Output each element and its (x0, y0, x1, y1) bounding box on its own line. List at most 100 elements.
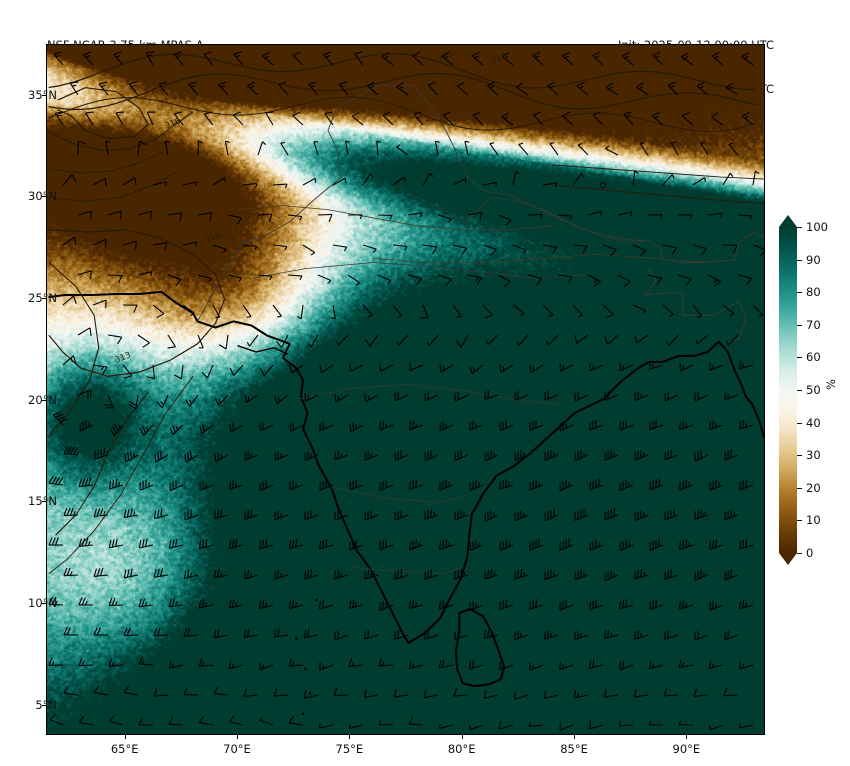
wind-barb (544, 390, 559, 401)
wind-barb (379, 479, 394, 491)
wind-barb (679, 600, 694, 610)
wind-barb (739, 599, 754, 610)
wind-barb (532, 111, 544, 126)
wind-barb (197, 334, 204, 349)
coastline-sri-lanka (454, 608, 506, 688)
wind-barb (634, 509, 649, 522)
wind-barb (434, 140, 440, 156)
wind-barb (677, 274, 692, 286)
wind-barb (272, 244, 288, 251)
wind-barb (528, 722, 544, 727)
wind-barb (85, 111, 94, 126)
wind-barb (725, 82, 739, 96)
wind-barb (529, 419, 544, 432)
wind-barb (652, 51, 664, 66)
wind-barb (573, 689, 589, 699)
wind-barb (62, 295, 77, 306)
wind-barb (604, 449, 619, 461)
wind-barb (483, 629, 499, 639)
wind-barb (469, 660, 484, 670)
wind-barb (562, 51, 574, 66)
wind-barb (559, 661, 574, 671)
wind-barb (139, 424, 154, 436)
wind-barb (113, 51, 124, 66)
wind-barb (182, 241, 198, 247)
wind-barb (123, 508, 139, 519)
wind-barb (307, 334, 319, 348)
wind-barb (412, 51, 424, 66)
wind-barb (529, 479, 544, 491)
wind-barb (362, 244, 377, 253)
wind-barb (396, 144, 409, 156)
wind-barb (137, 210, 153, 220)
wind-barb (363, 689, 379, 699)
colorbar-tick-label: 100 (806, 220, 828, 234)
wind-barb (354, 51, 364, 66)
border-nepal-south (464, 197, 648, 243)
wind-barb (138, 717, 154, 726)
wind-barb (78, 657, 94, 667)
colorbar-tick (797, 227, 802, 228)
wind-barb (422, 172, 434, 186)
wind-barb (334, 393, 349, 403)
wind-barb (649, 538, 664, 552)
wind-barb (218, 81, 229, 96)
wind-barb (409, 539, 424, 551)
wind-barb (332, 244, 348, 252)
wind-barb (694, 569, 709, 581)
colorbar-tick (797, 422, 802, 424)
wind-barb (589, 599, 604, 611)
wind-barb (664, 391, 679, 402)
height-contour-313-arc (48, 261, 100, 438)
wind-barb (274, 394, 289, 405)
wind-barb (378, 658, 394, 667)
wind-barb (662, 244, 678, 255)
wind-barb (679, 362, 694, 372)
wind-barb (724, 630, 739, 641)
wind-barb (424, 509, 439, 520)
y-tick (42, 94, 46, 96)
colorbar-tick (797, 324, 802, 326)
wind-barb (92, 364, 108, 375)
wind-barb (589, 419, 604, 431)
border-state-1 (300, 384, 565, 406)
wind-barb (487, 81, 499, 96)
wind-barb (48, 657, 64, 666)
wind-barb (78, 597, 94, 606)
wind-barb (164, 140, 170, 156)
wind-barb (259, 716, 274, 726)
wind-barb (518, 142, 529, 156)
wind-barb (122, 240, 138, 250)
wind-barb (394, 569, 409, 580)
height-contour-nw-1 (48, 111, 194, 152)
wind-barb (292, 111, 304, 126)
wind-barb (334, 509, 349, 521)
relative-humidity-field (47, 45, 764, 734)
wind-barb (93, 685, 109, 696)
wind-barb (455, 334, 469, 348)
wind-barb (122, 304, 138, 313)
wind-barb (107, 334, 123, 345)
wind-barb (227, 214, 243, 225)
wind-barb (482, 244, 497, 256)
wind-barb (588, 659, 604, 669)
wind-barb (572, 304, 583, 318)
wind-barb (664, 630, 679, 640)
wind-barb (467, 211, 483, 221)
wind-barb (484, 390, 499, 401)
wind-barb (324, 111, 334, 126)
border-india-pakistan (197, 85, 446, 322)
wind-barb (92, 299, 107, 309)
x-tick-label: 70°E (223, 742, 251, 756)
wind-barb (242, 304, 252, 318)
wind-barb (173, 51, 184, 66)
colorbar-tick-label: 30 (806, 448, 821, 463)
wind-barb (213, 508, 229, 520)
wind-barb (619, 598, 634, 610)
wind-barb (737, 214, 753, 221)
wind-barb (589, 539, 604, 551)
wind-barb (168, 598, 184, 608)
wind-barb (376, 140, 382, 156)
wind-barb (621, 51, 634, 66)
wind-barb (648, 660, 664, 670)
